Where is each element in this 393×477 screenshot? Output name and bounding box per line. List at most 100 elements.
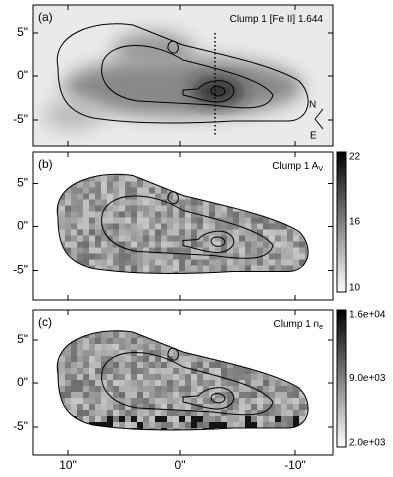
pixel	[149, 176, 155, 182]
pixel	[245, 218, 251, 224]
pixel	[239, 338, 245, 344]
pixel	[239, 260, 245, 266]
pixel	[275, 392, 281, 398]
pixel	[245, 374, 251, 380]
pixel	[179, 260, 185, 266]
pixel	[101, 392, 107, 398]
pixel	[245, 206, 251, 212]
pixel	[221, 338, 227, 344]
pixel	[113, 380, 119, 386]
pixel	[149, 272, 155, 278]
pixel	[89, 182, 95, 188]
pixel	[239, 212, 245, 218]
pixel	[299, 212, 305, 218]
pixel	[281, 404, 287, 410]
pixel	[263, 356, 269, 362]
pixel	[77, 344, 83, 350]
pixel	[293, 404, 299, 410]
pixel	[317, 368, 323, 374]
pixel	[293, 272, 299, 278]
pixel	[317, 272, 323, 278]
pixel	[263, 188, 269, 194]
pixel	[125, 332, 131, 338]
pixel	[203, 182, 209, 188]
panel-title: Clump 1 [Fe II] 1.644	[230, 14, 324, 25]
pixel	[161, 260, 167, 266]
pixel	[275, 176, 281, 182]
pixel	[149, 266, 155, 272]
pixel	[107, 428, 113, 434]
pixel	[203, 410, 209, 416]
pixel	[167, 224, 173, 230]
pixel	[173, 404, 179, 410]
pixel	[125, 374, 131, 380]
pixel	[227, 332, 233, 338]
pixel	[251, 380, 257, 386]
page: 5"0"-5"(a)Clump 1 [Fe II] 1.644NE5"0"-5"…	[0, 0, 393, 477]
pixel	[245, 338, 251, 344]
pixel	[185, 230, 191, 236]
pixel	[221, 194, 227, 200]
pixel	[155, 416, 161, 422]
pixel	[65, 224, 71, 230]
pixel	[203, 242, 209, 248]
pixel	[173, 236, 179, 242]
pixel	[257, 422, 263, 428]
pixel	[131, 416, 137, 422]
pixel	[173, 230, 179, 236]
pixel	[257, 404, 263, 410]
pixel	[131, 188, 137, 194]
pixel	[281, 272, 287, 278]
pixel	[305, 362, 311, 368]
pixel	[209, 416, 215, 422]
pixel	[95, 170, 101, 176]
pixel	[269, 200, 275, 206]
pixel	[299, 242, 305, 248]
pixel	[203, 350, 209, 356]
pixel	[95, 374, 101, 380]
pixel	[101, 356, 107, 362]
pixel	[305, 266, 311, 272]
pixel	[77, 374, 83, 380]
pixel	[209, 170, 215, 176]
pixel	[287, 200, 293, 206]
pixel	[305, 272, 311, 278]
colorbar	[337, 152, 346, 292]
pixel	[245, 356, 251, 362]
pixel	[143, 422, 149, 428]
pixel	[197, 224, 203, 230]
pixel	[293, 344, 299, 350]
pixel	[257, 200, 263, 206]
pixel	[209, 368, 215, 374]
pixel	[101, 176, 107, 182]
pixel	[101, 248, 107, 254]
pixel	[89, 362, 95, 368]
pixel	[215, 338, 221, 344]
pixel	[83, 206, 89, 212]
pixel	[149, 188, 155, 194]
pixel	[173, 416, 179, 422]
pixel	[305, 230, 311, 236]
pixel	[167, 338, 173, 344]
pixel	[107, 404, 113, 410]
pixel	[287, 362, 293, 368]
pixel	[239, 422, 245, 428]
pixel	[179, 188, 185, 194]
pixel	[59, 338, 65, 344]
pixel	[209, 188, 215, 194]
pixel	[149, 428, 155, 434]
pixel	[137, 182, 143, 188]
pixel	[125, 416, 131, 422]
pixel	[275, 338, 281, 344]
pixel	[305, 422, 311, 428]
pixel	[161, 266, 167, 272]
pixel	[317, 230, 323, 236]
pixel	[119, 266, 125, 272]
pixel	[95, 350, 101, 356]
pixel	[173, 326, 179, 332]
pixel	[71, 176, 77, 182]
pixel	[155, 218, 161, 224]
pixel	[281, 362, 287, 368]
pixel	[269, 236, 275, 242]
pixel	[245, 350, 251, 356]
